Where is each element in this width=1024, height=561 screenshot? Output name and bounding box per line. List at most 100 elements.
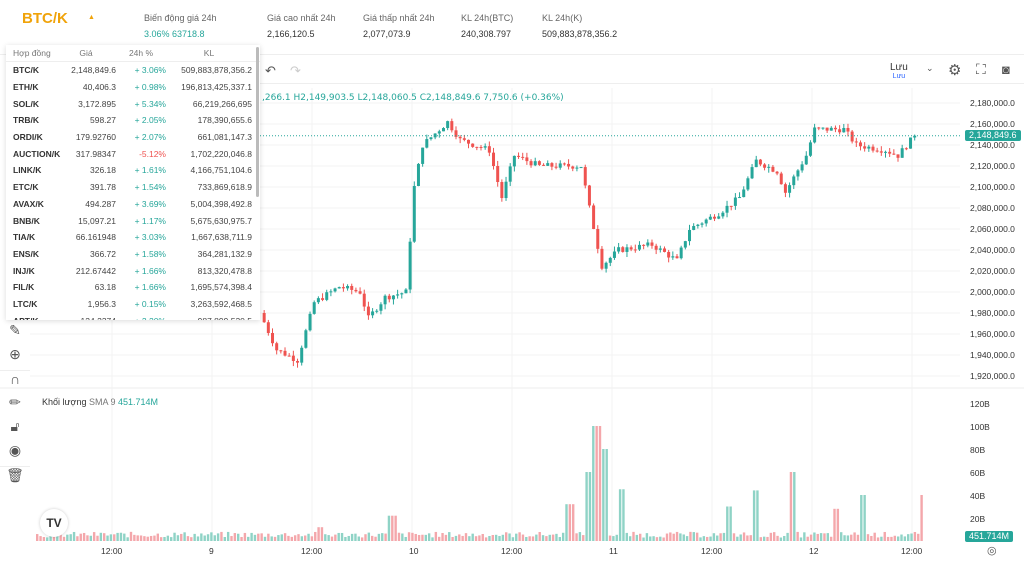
market-row[interactable]: APT/K124.2374+ 2.20%987,899,530.5	[6, 312, 260, 320]
volume-bar	[491, 535, 494, 541]
volume-bar	[186, 536, 190, 541]
market-row[interactable]: AUCTION/K 317.98347 -5.12% 1,702,220,046.8	[6, 145, 260, 162]
time-tick: 12:00	[301, 546, 323, 556]
gear-icon[interactable]: ⚙	[948, 62, 962, 79]
volume-bar	[706, 536, 709, 541]
volume-bar	[156, 533, 159, 541]
scrollbar[interactable]	[256, 47, 259, 197]
volume-bar	[900, 534, 903, 541]
volume-bar	[347, 535, 350, 541]
volume-bar	[695, 532, 699, 541]
candle	[308, 313, 312, 331]
volume-bar	[722, 532, 726, 541]
trash-icon[interactable]: 🗑︎	[0, 466, 30, 490]
col-volume[interactable]: KL	[203, 48, 215, 58]
candle	[275, 343, 279, 351]
tradingview-logo[interactable]: TV	[40, 509, 68, 537]
candle	[416, 163, 420, 186]
volume-bar	[357, 536, 360, 541]
market-row[interactable]: LINK/K 326.18 + 1.61% 4,166,751,104.6	[6, 162, 260, 179]
volume-bar	[350, 533, 354, 541]
candle	[738, 197, 742, 199]
caret-up-icon[interactable]: ▲	[88, 14, 95, 21]
volume-tick: 100B	[970, 422, 990, 432]
ruler-icon[interactable]: ✎	[9, 322, 21, 338]
volume-bar	[344, 536, 347, 541]
pair-price: 124.2374	[56, 316, 116, 320]
volume-bar	[143, 536, 146, 541]
pair-volume: 364,281,132.9	[197, 248, 252, 259]
time-tick: 9	[209, 546, 214, 556]
pair-change: + 2.05%	[134, 115, 166, 126]
volume-bar	[72, 531, 76, 541]
candle	[617, 247, 621, 252]
eye-icon[interactable]: ◉	[8, 442, 22, 458]
volume-bar	[702, 536, 706, 541]
pair-change: + 0.98%	[134, 82, 166, 93]
settings-circle-icon[interactable]: ◎	[987, 545, 997, 557]
price-tick: 1,980,000.0	[970, 308, 1015, 318]
volume-bar	[575, 533, 578, 541]
camera-icon[interactable]: ◙	[1002, 62, 1010, 77]
fullscreen-icon[interactable]: ⛶	[976, 61, 986, 77]
market-row[interactable]: TIA/K 66.161948 + 3.03% 1,667,638,711.9	[6, 229, 260, 246]
volume-bar	[494, 534, 498, 541]
candle	[754, 159, 758, 168]
chevron-down-icon[interactable]: ⌄	[926, 63, 934, 73]
market-row[interactable]: FIL/K 63.18 + 1.66% 1,695,574,398.4	[6, 279, 260, 296]
market-row[interactable]: ETH/K 40,406.3 + 0.98% 196,813,425,337.1	[6, 79, 260, 96]
stat-low: Giá thấp nhất 24h 2,077,073.9	[363, 13, 435, 39]
pair-name: BTC/K	[13, 65, 39, 76]
zoom-in-icon[interactable]: ⊕	[9, 346, 21, 362]
volume-bar	[56, 532, 59, 541]
market-row[interactable]: INJ/K 212.67442 + 1.66% 813,320,478.8	[6, 262, 260, 279]
volume-bar	[226, 531, 230, 541]
market-row[interactable]: BTC/K 2,148,849.6 + 3.06% 509,883,878,356.2	[6, 62, 260, 79]
volume-bar	[739, 534, 742, 541]
col-price[interactable]: Giá	[79, 48, 93, 58]
candle	[842, 127, 846, 133]
volume-bar	[290, 536, 293, 541]
market-row[interactable]: TRB/K 598.27 + 2.05% 178,390,655.6	[6, 112, 260, 129]
magnet-icon[interactable]: ∩	[0, 370, 30, 394]
market-row[interactable]: ETC/K 391.78 + 1.54% 733,869,618.9	[6, 179, 260, 196]
stat-value: 240,308.797	[461, 29, 512, 39]
save-button[interactable]: Lưu Lưu	[890, 62, 908, 80]
volume-bar	[910, 533, 913, 541]
market-row[interactable]: ENS/K 366.72 + 1.58% 364,281,132.9	[6, 246, 260, 263]
symbol-selector[interactable]: BTC/K	[22, 10, 68, 27]
redo-icon[interactable]: ↷	[290, 63, 301, 78]
undo-icon[interactable]: ↶	[265, 63, 276, 78]
col-contract[interactable]: Hợp đồng	[13, 48, 51, 58]
col-change[interactable]: 24h %	[128, 48, 154, 58]
volume-bar	[886, 536, 890, 541]
market-row[interactable]: ORDI/K 179.92760 + 2.07% 661,081,147.3	[6, 129, 260, 146]
volume-bar	[639, 533, 642, 541]
candle	[321, 298, 325, 300]
volume-bar	[448, 532, 451, 541]
volume-bar	[907, 534, 910, 541]
stat-label: Giá thấp nhất 24h	[363, 13, 435, 23]
candle	[592, 205, 596, 229]
unlock-icon[interactable]: 🔓︎	[10, 418, 20, 434]
volume-bar	[840, 532, 843, 541]
candle	[379, 304, 383, 311]
market-row[interactable]: LTC/K 1,956.3 + 0.15% 3,263,592,468.5	[6, 296, 260, 313]
volume-bar	[431, 537, 434, 541]
volume-bar	[270, 536, 273, 541]
market-row[interactable]: SOL/K 3,172.895 + 5.34% 66,219,266,695	[6, 95, 260, 112]
volume-bar	[856, 534, 860, 541]
volume-bar	[608, 535, 612, 541]
candle	[283, 350, 287, 356]
pair-name: INJ/K	[13, 265, 35, 276]
volume-bar	[612, 536, 615, 541]
volume-bar	[896, 536, 900, 541]
volume-bar	[582, 535, 585, 541]
market-row[interactable]: BNB/K 15,097.21 + 1.17% 5,675,630,975.7	[6, 212, 260, 229]
candle	[792, 176, 796, 186]
volume-bar	[890, 536, 893, 541]
market-row[interactable]: AVAX/K 494.287 + 3.69% 5,004,398,492.8	[6, 196, 260, 213]
stat-vol-k: KL 24h(K) 509,883,878,356.2	[542, 13, 617, 39]
volume-bar	[293, 535, 297, 541]
lock-drawing-icon[interactable]: ✏	[9, 394, 21, 410]
